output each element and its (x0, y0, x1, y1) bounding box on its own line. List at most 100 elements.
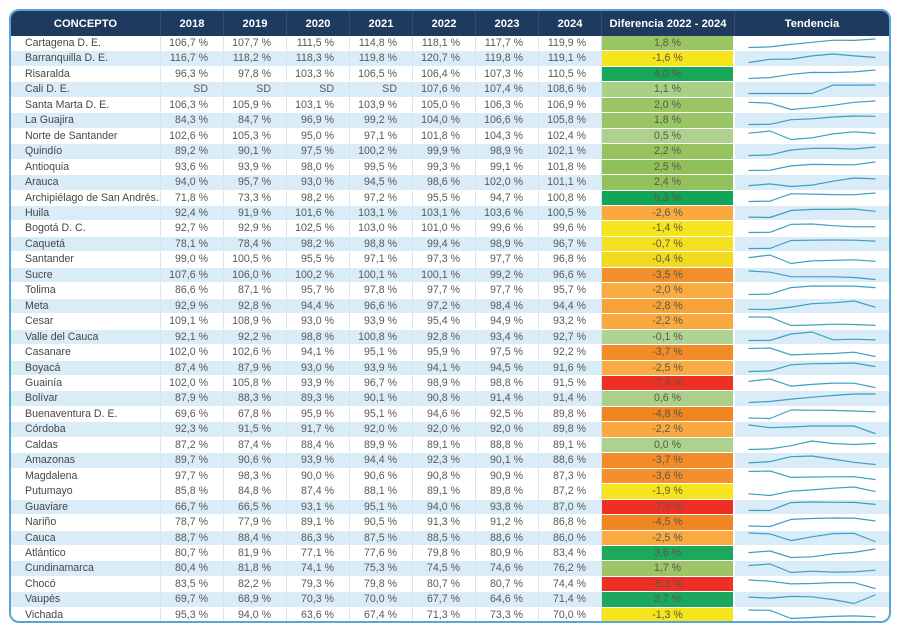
concepto-cell: Cauca (11, 530, 161, 546)
table-row[interactable]: Antioquia 93,6 % 93,9 % 98,0 % 99,5 % 99,3 % 9… (11, 159, 889, 176)
value-cell-2022: 118,1 % (413, 36, 476, 52)
table-row[interactable]: Casanare 102,0 % 102,6 % 94,1 % 95,1 % 95,9 %… (11, 345, 889, 361)
trend-sparkline-icon (748, 486, 876, 496)
table-row[interactable]: Cauca 88,7 % 88,4 % 86,3 % 87,5 % 88,5 % 88,6 … (11, 530, 889, 546)
value-cell-2019: 98,3 % (224, 468, 287, 485)
table-row[interactable]: Barranquilla D. E. 116,7 % 118,2 % 118,3 % 1… (11, 51, 889, 67)
value-cell-2018: 78,1 % (161, 236, 224, 253)
trend-sparkline-icon (748, 470, 876, 481)
concepto-cell: Cartagena D. E. (11, 36, 161, 52)
table-row[interactable]: Caquetá 78,1 % 78,4 % 98,2 % 98,8 % 99,4 % 98,… (11, 236, 889, 253)
value-cell-2020: 95,5 % (287, 252, 350, 268)
value-cell-2022: 71,3 % (413, 607, 476, 621)
value-cell-2020: 95,9 % (287, 406, 350, 423)
trend-cell (735, 36, 889, 52)
concepto-cell: Nariño (11, 515, 161, 531)
table-row[interactable]: Nariño 78,7 % 77,9 % 89,1 % 90,5 % 91,3 % 91,2… (11, 515, 889, 531)
table-row[interactable]: Cundinamarca 80,4 % 81,8 % 74,1 % 75,3 % 74,5… (11, 561, 889, 577)
column-header-2022[interactable]: 2022 (413, 11, 476, 36)
table-row[interactable]: Tolima 86,6 % 87,1 % 95,7 % 97,8 % 97,7 % 97,7… (11, 283, 889, 299)
trend-sparkline-icon (748, 208, 876, 218)
table-row[interactable]: Cali D. E. SD SD SD SD 107,6 % 107,4 % 108,6 % 1… (11, 82, 889, 98)
value-cell-2023: 117,7 % (476, 36, 539, 52)
value-cell-2023: 91,2 % (476, 515, 539, 531)
concepto-cell: Vichada (11, 607, 161, 621)
table-row[interactable]: Guainía 102,0 % 105,8 % 93,9 % 96,7 % 98,9 % 9… (11, 375, 889, 392)
table-row[interactable]: Vaupés 69,7 % 68,9 % 70,3 % 70,0 % 67,7 % 64,6… (11, 592, 889, 608)
concepto-cell: Putumayo (11, 484, 161, 500)
column-header-2018[interactable]: 2018 (161, 11, 224, 36)
table-row[interactable]: Santa Marta D. E. 106,3 % 105,9 % 103,1 % 10… (11, 97, 889, 114)
column-header-tendencia[interactable]: Tendencia (735, 11, 889, 36)
column-header-concepto[interactable]: CONCEPTO (11, 11, 161, 36)
value-cell-2019: 87,1 % (224, 283, 287, 299)
value-cell-2021: 95,1 % (350, 406, 413, 423)
column-header-2019[interactable]: 2019 (224, 11, 287, 36)
trend-cell (735, 205, 889, 222)
column-header-2021[interactable]: 2021 (350, 11, 413, 36)
table-row[interactable]: Valle del Cauca 92,1 % 92,2 % 98,8 % 100,8 %… (11, 329, 889, 346)
concepto-cell: Bogotá D. C. (11, 221, 161, 237)
value-cell-2018: 85,8 % (161, 484, 224, 500)
table-row[interactable]: Arauca 94,0 % 95,7 % 93,0 % 94,5 % 98,6 % 102,… (11, 175, 889, 191)
value-cell-2021: 93,9 % (350, 360, 413, 376)
table-row[interactable]: Buenaventura D. E. 69,6 % 67,8 % 95,9 % 95,1… (11, 406, 889, 423)
value-cell-2021: 119,8 % (350, 51, 413, 67)
table-row[interactable]: Córdoba 92,3 % 91,5 % 91,7 % 92,0 % 92,0 % 92,… (11, 422, 889, 438)
diff-cell: 0,6 % (602, 391, 735, 407)
value-cell-2021: 96,6 % (350, 298, 413, 315)
table-row[interactable]: Sucre 107,6 % 106,0 % 100,2 % 100,1 % 100,1 %… (11, 267, 889, 284)
table-row[interactable]: Archipiélago de San Andrés... 71,8 % 73,3 … (11, 190, 889, 206)
table-row[interactable]: Boyacá 87,4 % 87,9 % 93,0 % 93,9 % 94,1 % 94,5… (11, 360, 889, 376)
column-header-2023[interactable]: 2023 (476, 11, 539, 36)
table-row[interactable]: Guaviare 66,7 % 66,5 % 93,1 % 95,1 % 94,0 % 93… (11, 499, 889, 516)
concepto-cell: Córdoba (11, 422, 161, 438)
diff-cell: -3,5 % (602, 267, 735, 284)
concepto-cell: Meta (11, 298, 161, 315)
table-row[interactable]: Santander 99,0 % 100,5 % 95,5 % 97,1 % 97,3 %… (11, 252, 889, 268)
column-header-2024[interactable]: 2024 (539, 11, 602, 36)
table-row[interactable]: Vichada 95,3 % 94,0 % 63,6 % 67,4 % 71,3 % 73,… (11, 607, 889, 621)
value-cell-2019: 88,4 % (224, 530, 287, 546)
value-cell-2020: 98,2 % (287, 236, 350, 253)
value-cell-2024: 94,4 % (539, 298, 602, 315)
table-row[interactable]: Putumayo 85,8 % 84,8 % 87,4 % 88,1 % 89,1 % 89… (11, 484, 889, 500)
table-row[interactable]: Bogotá D. C. 92,7 % 92,9 % 102,5 % 103,0 % 10… (11, 221, 889, 237)
table-row[interactable]: La Guajira 84,3 % 84,7 % 96,9 % 99,2 % 104,0 … (11, 113, 889, 129)
column-header-diferencia-2022-2024[interactable]: Diferencia 2022 - 2024 (602, 11, 735, 36)
table-row[interactable]: Magdalena 97,7 % 98,3 % 90,0 % 90,6 % 90,8 % 9… (11, 468, 889, 485)
table-row[interactable]: Norte de Santander 102,6 % 105,3 % 95,0 % 97… (11, 128, 889, 145)
value-cell-2018: 102,0 % (161, 345, 224, 361)
concepto-cell: Casanare (11, 345, 161, 361)
value-cell-2020: 91,7 % (287, 422, 350, 438)
value-cell-2023: 107,4 % (476, 82, 539, 98)
column-header-2020[interactable]: 2020 (287, 11, 350, 36)
value-cell-2020: 79,3 % (287, 576, 350, 593)
value-cell-2021: 97,1 % (350, 252, 413, 268)
value-cell-2024: 99,6 % (539, 221, 602, 237)
value-cell-2022: 97,3 % (413, 252, 476, 268)
table-row[interactable]: Atlántico 80,7 % 81,9 % 77,1 % 77,6 % 79,8 % 8… (11, 545, 889, 562)
table-row[interactable]: Caldas 87,2 % 87,4 % 88,4 % 89,9 % 89,1 % 88,8… (11, 437, 889, 454)
value-cell-2021: 99,2 % (350, 113, 413, 129)
trend-cell (735, 360, 889, 376)
table-row[interactable]: Cartagena D. E. 106,7 % 107,7 % 111,5 % 114,… (11, 36, 889, 52)
table-row[interactable]: Huila 92,4 % 91,9 % 101,6 % 103,1 % 103,1 % 10… (11, 205, 889, 222)
table-row[interactable]: Bolívar 87,9 % 88,3 % 89,3 % 90,1 % 90,8 % 91,… (11, 391, 889, 407)
table-row[interactable]: Cesar 109,1 % 108,9 % 93,0 % 93,9 % 95,4 % 94,… (11, 314, 889, 330)
table-row[interactable]: Chocó 83,5 % 82,2 % 79,3 % 79,8 % 80,7 % 80,7 … (11, 576, 889, 593)
value-cell-2018: 93,6 % (161, 159, 224, 176)
value-cell-2019: 68,9 % (224, 592, 287, 608)
value-cell-2020: 88,4 % (287, 437, 350, 454)
table-row[interactable]: Meta 92,9 % 92,8 % 94,4 % 96,6 % 97,2 % 98,4 %… (11, 298, 889, 315)
trend-sparkline-icon (748, 331, 876, 342)
value-cell-2019: 105,9 % (224, 97, 287, 114)
table-row[interactable]: Amazonas 89,7 % 90,6 % 93,9 % 94,4 % 92,3 % 90… (11, 453, 889, 469)
trend-cell (735, 577, 889, 593)
diff-cell: -1,3 % (602, 607, 735, 621)
table-row[interactable]: Risaralda 96,3 % 97,8 % 103,3 % 106,5 % 106,4… (11, 66, 889, 83)
diff-cell: 2,2 % (602, 144, 735, 160)
value-cell-2021: 99,5 % (350, 159, 413, 176)
trend-cell (735, 499, 889, 516)
table-row[interactable]: Quindío 89,2 % 90,1 % 97,5 % 100,2 % 99,9 % 98… (11, 144, 889, 160)
